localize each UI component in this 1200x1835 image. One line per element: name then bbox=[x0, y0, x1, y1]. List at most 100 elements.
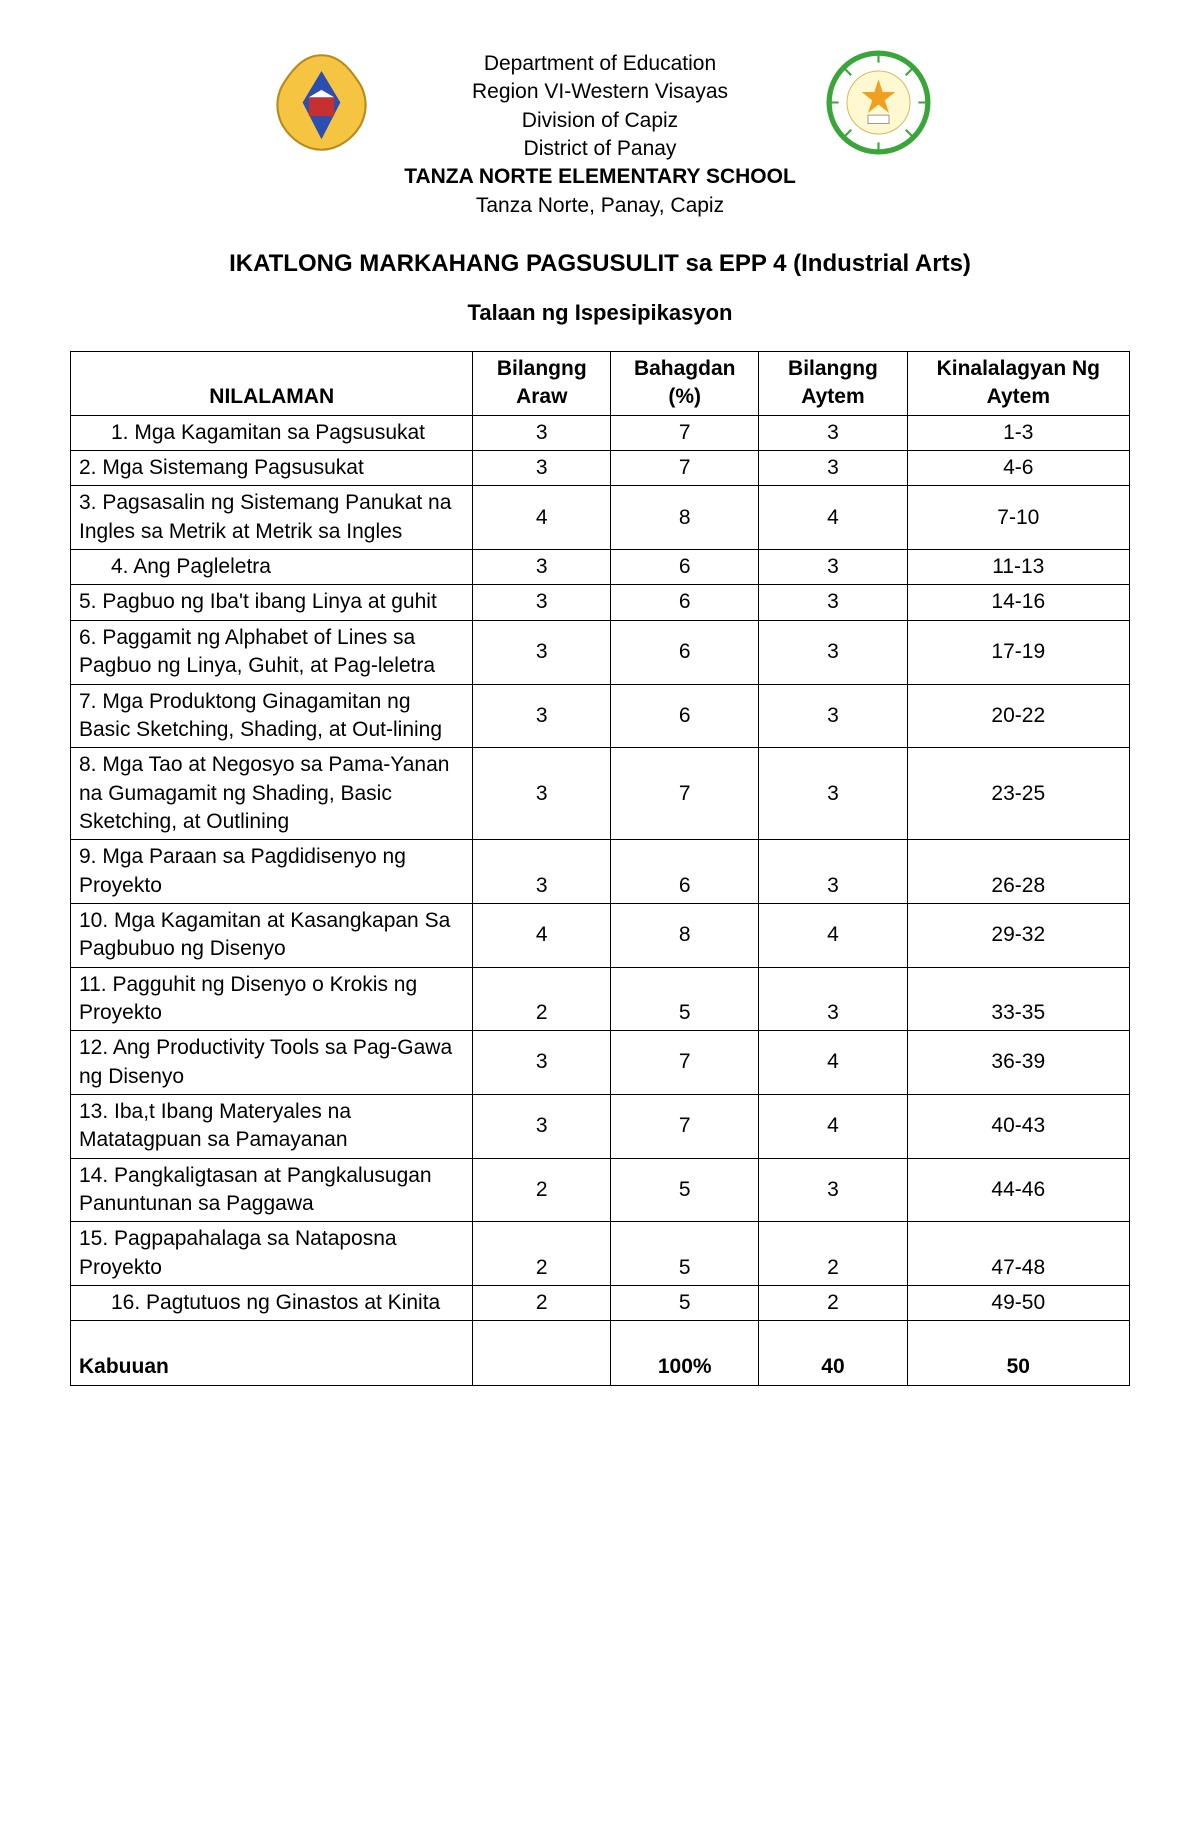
cell-loc: 11-13 bbox=[907, 550, 1129, 585]
col-kinalalagyan: Kinalalagyan Ng Aytem bbox=[907, 352, 1129, 416]
cell-aytem: 3 bbox=[759, 451, 907, 486]
cell-araw: 2 bbox=[473, 967, 611, 1031]
table-row: 9. Mga Paraan sa Pagdidisenyo ng Proyekt… bbox=[71, 840, 1130, 904]
cell-araw: 3 bbox=[473, 840, 611, 904]
cell-aytem: 2 bbox=[759, 1286, 907, 1321]
cell-aytem: 3 bbox=[759, 620, 907, 684]
cell-content: 2. Mga Sistemang Pagsusukat bbox=[71, 451, 473, 486]
cell-pct: 7 bbox=[611, 1031, 759, 1095]
col-bahagdan: Bahagdan (%) bbox=[611, 352, 759, 416]
cell-aytem: 3 bbox=[759, 585, 907, 620]
cell-aytem: 2 bbox=[759, 1222, 907, 1286]
cell-aytem: 4 bbox=[759, 1094, 907, 1158]
cell-pct: 5 bbox=[611, 1222, 759, 1286]
cell-content: 6. Paggamit ng Alphabet of Lines sa Pagb… bbox=[71, 620, 473, 684]
school-name: TANZA NORTE ELEMENTARY SCHOOL bbox=[404, 163, 796, 191]
table-row: 1. Mga Kagamitan sa Pagsusukat3731-3 bbox=[71, 415, 1130, 450]
specification-table: NILALAMAN Bilangng Araw Bahagdan (%) Bil… bbox=[70, 351, 1130, 1386]
table-row: 13. Iba,t Ibang Materyales na Matatagpua… bbox=[71, 1094, 1130, 1158]
cell-araw: 3 bbox=[473, 585, 611, 620]
cell-content: 15. Pagpapahalaga sa Nataposna Proyekto bbox=[71, 1222, 473, 1286]
cell-aytem: 4 bbox=[759, 903, 907, 967]
cell-loc: 26-28 bbox=[907, 840, 1129, 904]
table-total-row: Kabuuan 100%4050 bbox=[71, 1321, 1130, 1385]
cell-content: 3. Pagsasalin ng Sistemang Panukat na In… bbox=[71, 486, 473, 550]
cell-aytem: 3 bbox=[759, 550, 907, 585]
cell-pct: 6 bbox=[611, 684, 759, 748]
cell-pct: 6 bbox=[611, 550, 759, 585]
document-header: Department of Education Region VI-Wester… bbox=[70, 50, 1130, 220]
cell-pct: 6 bbox=[611, 620, 759, 684]
cell-pct: 8 bbox=[611, 903, 759, 967]
cell-aytem: 4 bbox=[759, 486, 907, 550]
school-seal-icon bbox=[826, 50, 931, 155]
col-bilang-aytem: Bilangng Aytem bbox=[759, 352, 907, 416]
cell-loc: 20-22 bbox=[907, 684, 1129, 748]
table-row: 2. Mga Sistemang Pagsusukat3734-6 bbox=[71, 451, 1130, 486]
cell-araw: 3 bbox=[473, 415, 611, 450]
table-row: 4. Ang Pagleletra36311-13 bbox=[71, 550, 1130, 585]
total-araw bbox=[473, 1321, 611, 1385]
cell-araw: 4 bbox=[473, 903, 611, 967]
table-row: 6. Paggamit ng Alphabet of Lines sa Pagb… bbox=[71, 620, 1130, 684]
cell-content: 14. Pangkaligtasan at Pangkalusugan Panu… bbox=[71, 1158, 473, 1222]
cell-araw: 3 bbox=[473, 451, 611, 486]
cell-loc: 44-46 bbox=[907, 1158, 1129, 1222]
document-subtitle: Talaan ng Ispesipikasyon bbox=[70, 300, 1130, 326]
col-bilang-araw: Bilangng Araw bbox=[473, 352, 611, 416]
cell-content: 7. Mga Produktong Ginagamitan ng Basic S… bbox=[71, 684, 473, 748]
header-line-2: Region VI-Western Visayas bbox=[404, 78, 796, 106]
cell-content: 13. Iba,t Ibang Materyales na Matatagpua… bbox=[71, 1094, 473, 1158]
cell-pct: 7 bbox=[611, 1094, 759, 1158]
table-row: 15. Pagpapahalaga sa Nataposna Proyekto2… bbox=[71, 1222, 1130, 1286]
cell-aytem: 3 bbox=[759, 1158, 907, 1222]
cell-araw: 3 bbox=[473, 1031, 611, 1095]
total-label: Kabuuan bbox=[71, 1321, 473, 1385]
cell-content: 5. Pagbuo ng Iba't ibang Linya at guhit bbox=[71, 585, 473, 620]
table-row: 14. Pangkaligtasan at Pangkalusugan Panu… bbox=[71, 1158, 1130, 1222]
total-loc: 50 bbox=[907, 1321, 1129, 1385]
cell-araw: 2 bbox=[473, 1222, 611, 1286]
cell-content: 10. Mga Kagamitan at Kasangkapan Sa Pagb… bbox=[71, 903, 473, 967]
cell-aytem: 3 bbox=[759, 748, 907, 840]
cell-loc: 40-43 bbox=[907, 1094, 1129, 1158]
cell-loc: 29-32 bbox=[907, 903, 1129, 967]
total-pct: 100% bbox=[611, 1321, 759, 1385]
document-title: IKATLONG MARKAHANG PAGSUSULIT sa EPP 4 (… bbox=[70, 250, 1130, 278]
school-address: Tanza Norte, Panay, Capiz bbox=[404, 192, 796, 220]
cell-content: 9. Mga Paraan sa Pagdidisenyo ng Proyekt… bbox=[71, 840, 473, 904]
cell-pct: 6 bbox=[611, 585, 759, 620]
cell-araw: 3 bbox=[473, 550, 611, 585]
cell-loc: 4-6 bbox=[907, 451, 1129, 486]
cell-aytem: 3 bbox=[759, 415, 907, 450]
cell-aytem: 3 bbox=[759, 684, 907, 748]
total-aytem: 40 bbox=[759, 1321, 907, 1385]
cell-loc: 33-35 bbox=[907, 967, 1129, 1031]
header-line-3: Division of Capiz bbox=[404, 107, 796, 135]
table-row: 3. Pagsasalin ng Sistemang Panukat na In… bbox=[71, 486, 1130, 550]
cell-loc: 47-48 bbox=[907, 1222, 1129, 1286]
cell-pct: 8 bbox=[611, 486, 759, 550]
cell-araw: 2 bbox=[473, 1158, 611, 1222]
cell-pct: 5 bbox=[611, 1158, 759, 1222]
cell-content: 12. Ang Productivity Tools sa Pag-Gawa n… bbox=[71, 1031, 473, 1095]
cell-araw: 3 bbox=[473, 684, 611, 748]
cell-loc: 36-39 bbox=[907, 1031, 1129, 1095]
table-row: 7. Mga Produktong Ginagamitan ng Basic S… bbox=[71, 684, 1130, 748]
cell-araw: 3 bbox=[473, 748, 611, 840]
cell-aytem: 4 bbox=[759, 1031, 907, 1095]
table-row: 10. Mga Kagamitan at Kasangkapan Sa Pagb… bbox=[71, 903, 1130, 967]
cell-pct: 6 bbox=[611, 840, 759, 904]
cell-araw: 4 bbox=[473, 486, 611, 550]
table-row: 5. Pagbuo ng Iba't ibang Linya at guhit3… bbox=[71, 585, 1130, 620]
header-line-4: District of Panay bbox=[404, 135, 796, 163]
table-row: 16. Pagtutuos ng Ginastos at Kinita25249… bbox=[71, 1286, 1130, 1321]
cell-pct: 5 bbox=[611, 967, 759, 1031]
cell-araw: 2 bbox=[473, 1286, 611, 1321]
cell-loc: 23-25 bbox=[907, 748, 1129, 840]
header-text-block: Department of Education Region VI-Wester… bbox=[404, 50, 796, 220]
table-row: 8. Mga Tao at Negosyo sa Pama-Yanan na G… bbox=[71, 748, 1130, 840]
cell-content: 11. Pagguhit ng Disenyo o Krokis ng Proy… bbox=[71, 967, 473, 1031]
table-row: 11. Pagguhit ng Disenyo o Krokis ng Proy… bbox=[71, 967, 1130, 1031]
cell-content: 4. Ang Pagleletra bbox=[71, 550, 473, 585]
